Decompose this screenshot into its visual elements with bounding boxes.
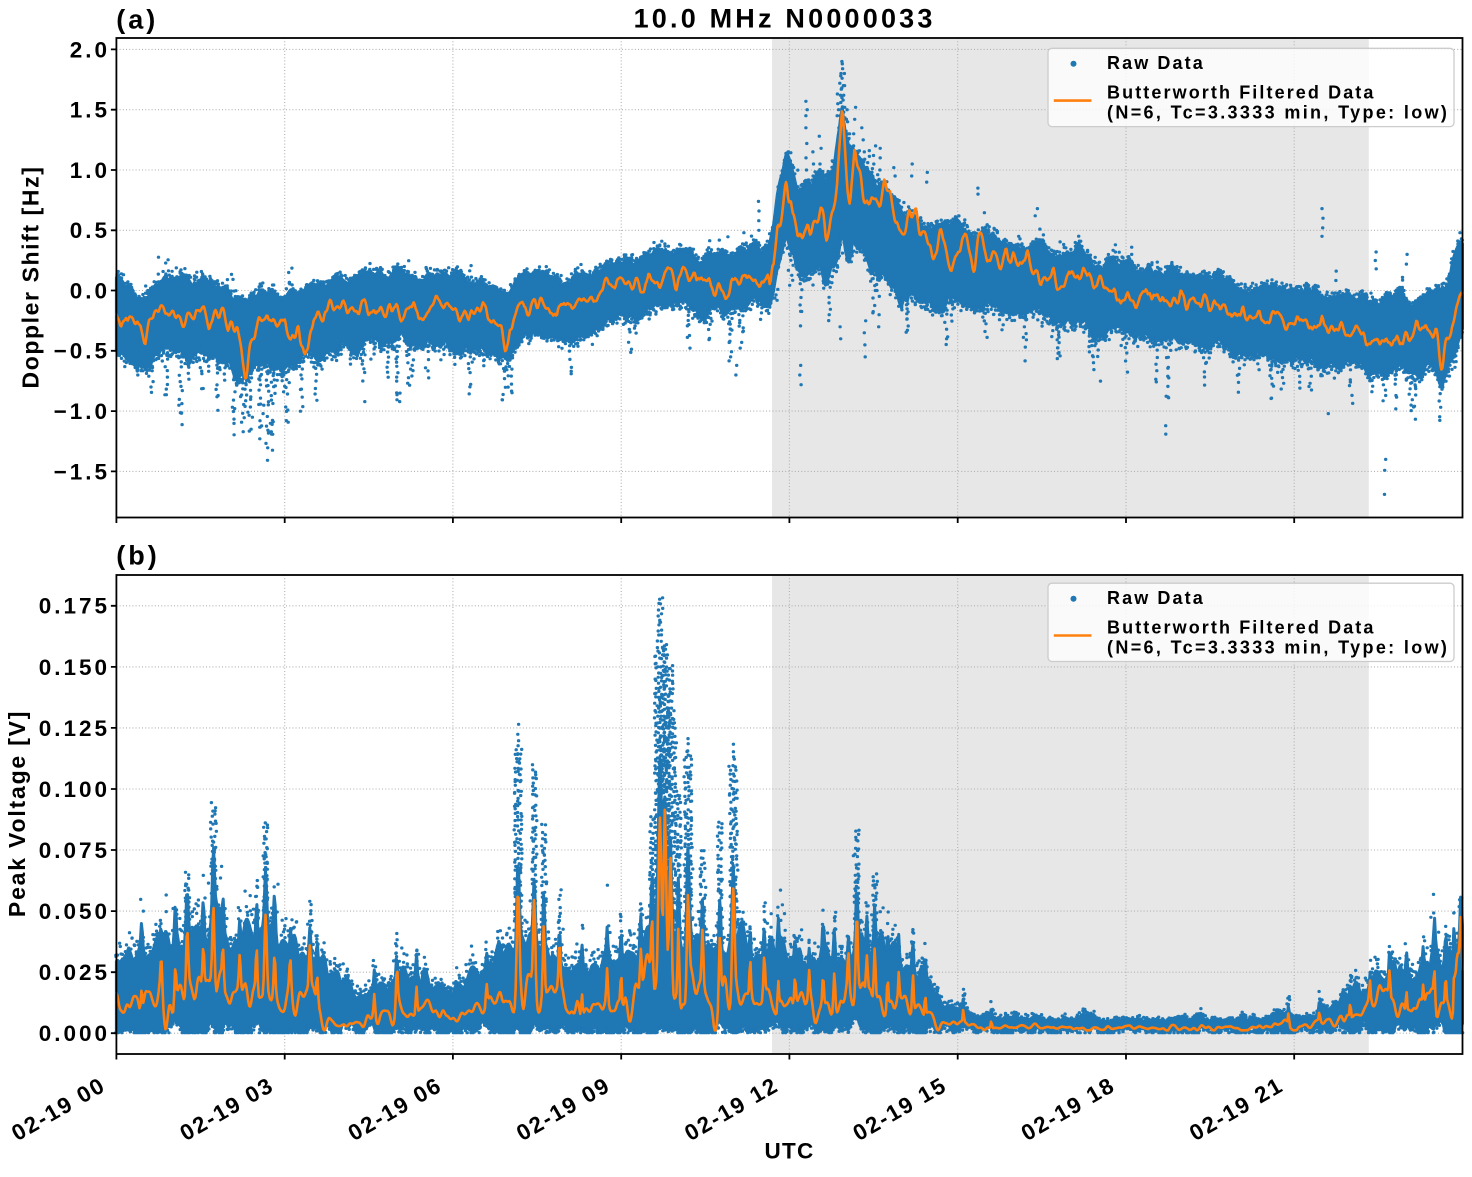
- svg-text:−0.5: −0.5: [54, 339, 110, 364]
- svg-text:(N=6, Tc=3.3333 min, Type: low: (N=6, Tc=3.3333 min, Type: low): [1107, 103, 1449, 123]
- svg-text:1.5: 1.5: [70, 98, 110, 123]
- svg-text:2.0: 2.0: [70, 37, 110, 62]
- svg-text:Peak Voltage [V]: Peak Voltage [V]: [4, 710, 30, 917]
- svg-text:Raw Data: Raw Data: [1107, 53, 1205, 73]
- svg-text:0.075: 0.075: [39, 838, 110, 863]
- svg-text:0.150: 0.150: [39, 655, 110, 680]
- svg-text:0.0: 0.0: [70, 278, 110, 303]
- svg-text:(b): (b): [116, 541, 159, 571]
- svg-text:Butterworth Filtered Data: Butterworth Filtered Data: [1107, 83, 1376, 103]
- svg-text:UTC: UTC: [765, 1139, 815, 1164]
- svg-text:Doppler Shift [Hz]: Doppler Shift [Hz]: [18, 166, 44, 389]
- svg-text:0.100: 0.100: [39, 777, 110, 802]
- svg-text:0.125: 0.125: [39, 716, 110, 741]
- svg-text:Raw Data: Raw Data: [1107, 588, 1205, 608]
- svg-text:(a): (a): [116, 5, 158, 35]
- svg-text:0.175: 0.175: [39, 594, 110, 619]
- svg-text:0.025: 0.025: [39, 960, 110, 985]
- svg-text:10.0 MHz N0000033: 10.0 MHz N0000033: [634, 4, 936, 34]
- svg-text:−1.5: −1.5: [54, 459, 110, 484]
- svg-text:0.5: 0.5: [70, 218, 110, 243]
- svg-text:0.050: 0.050: [39, 899, 110, 924]
- svg-text:1.0: 1.0: [70, 158, 110, 183]
- svg-text:Butterworth Filtered Data: Butterworth Filtered Data: [1107, 618, 1376, 638]
- svg-text:(N=6, Tc=3.3333 min, Type: low: (N=6, Tc=3.3333 min, Type: low): [1107, 637, 1449, 657]
- svg-text:0.000: 0.000: [39, 1021, 110, 1046]
- svg-text:−1.0: −1.0: [54, 399, 110, 424]
